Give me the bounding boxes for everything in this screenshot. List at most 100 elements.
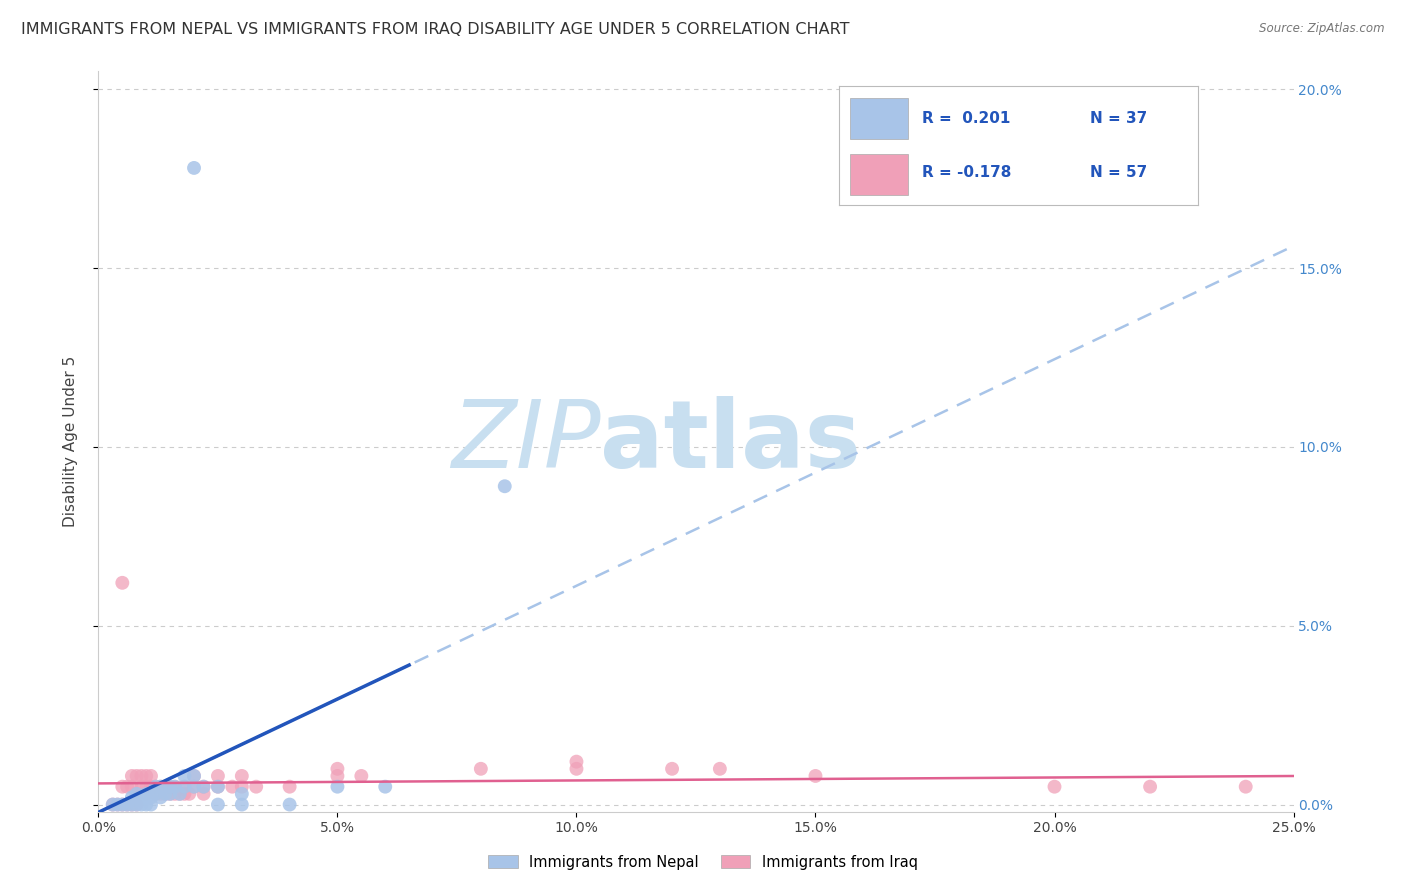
Point <box>155 787 177 801</box>
Point <box>125 787 148 801</box>
Point <box>350 769 373 783</box>
Point <box>111 797 134 812</box>
Point <box>193 787 215 801</box>
Point <box>173 769 195 783</box>
Point <box>278 797 301 812</box>
Point <box>661 762 683 776</box>
Point <box>101 797 124 812</box>
Point <box>245 780 267 794</box>
Text: Source: ZipAtlas.com: Source: ZipAtlas.com <box>1260 22 1385 36</box>
Point <box>231 797 253 812</box>
Point <box>149 780 172 794</box>
Point <box>139 780 162 794</box>
Point <box>193 780 215 794</box>
Point <box>111 575 134 590</box>
Point <box>135 787 157 801</box>
Point <box>207 797 229 812</box>
Point <box>231 787 253 801</box>
Point <box>173 780 195 794</box>
Point <box>131 780 153 794</box>
Point <box>149 790 172 805</box>
Point <box>494 479 516 493</box>
Point <box>183 780 205 794</box>
Point <box>183 769 205 783</box>
Point <box>111 780 134 794</box>
Point <box>173 780 195 794</box>
Point <box>326 762 349 776</box>
Text: ZIP: ZIP <box>451 396 600 487</box>
Point <box>326 769 349 783</box>
Point <box>135 797 157 812</box>
Point <box>115 780 138 794</box>
Point <box>231 769 253 783</box>
Point <box>145 780 167 794</box>
Point <box>145 787 167 801</box>
Point <box>135 787 157 801</box>
Point <box>125 797 148 812</box>
Point <box>121 769 143 783</box>
Point <box>159 787 181 801</box>
Text: atlas: atlas <box>600 395 862 488</box>
Point <box>565 762 588 776</box>
Point <box>169 787 191 801</box>
Point <box>1234 780 1257 794</box>
Point <box>326 780 349 794</box>
Legend: Immigrants from Nepal, Immigrants from Iraq: Immigrants from Nepal, Immigrants from I… <box>482 849 924 876</box>
Point <box>121 790 143 805</box>
Point <box>115 797 138 812</box>
Point <box>121 797 143 812</box>
Point <box>149 787 172 801</box>
Point <box>159 787 181 801</box>
Point <box>149 780 172 794</box>
Point <box>193 780 215 794</box>
Point <box>155 787 177 801</box>
Point <box>145 780 167 794</box>
Point <box>131 790 153 805</box>
Point <box>173 787 195 801</box>
Point <box>179 787 201 801</box>
Point <box>804 769 827 783</box>
Point <box>159 780 181 794</box>
Point <box>139 797 162 812</box>
Point <box>221 780 243 794</box>
Point <box>374 780 396 794</box>
Point <box>155 780 177 794</box>
Point <box>207 780 229 794</box>
Point <box>131 769 153 783</box>
Point <box>121 780 143 794</box>
Point <box>163 780 186 794</box>
Point <box>107 797 129 812</box>
Point <box>278 780 301 794</box>
Point <box>169 787 191 801</box>
Point <box>183 769 205 783</box>
Point <box>709 762 731 776</box>
Point <box>163 787 186 801</box>
Point <box>135 769 157 783</box>
Text: IMMIGRANTS FROM NEPAL VS IMMIGRANTS FROM IRAQ DISABILITY AGE UNDER 5 CORRELATION: IMMIGRANTS FROM NEPAL VS IMMIGRANTS FROM… <box>21 22 849 37</box>
Point <box>145 787 167 801</box>
Point <box>107 797 129 812</box>
Point <box>1043 780 1066 794</box>
Point <box>111 797 134 812</box>
Point <box>131 797 153 812</box>
Point <box>139 790 162 805</box>
Point <box>207 769 229 783</box>
Point <box>1139 780 1161 794</box>
Point <box>125 769 148 783</box>
Point <box>135 780 157 794</box>
Point <box>470 762 492 776</box>
Point <box>121 797 143 812</box>
Point <box>115 797 138 812</box>
Point <box>101 797 124 812</box>
Point <box>183 780 205 794</box>
Point <box>139 769 162 783</box>
Point <box>163 780 186 794</box>
Point <box>207 780 229 794</box>
Point <box>159 780 181 794</box>
Point <box>125 797 148 812</box>
Point <box>183 161 205 175</box>
Y-axis label: Disability Age Under 5: Disability Age Under 5 <box>63 356 77 527</box>
Point <box>231 780 253 794</box>
Point <box>565 755 588 769</box>
Point <box>125 787 148 801</box>
